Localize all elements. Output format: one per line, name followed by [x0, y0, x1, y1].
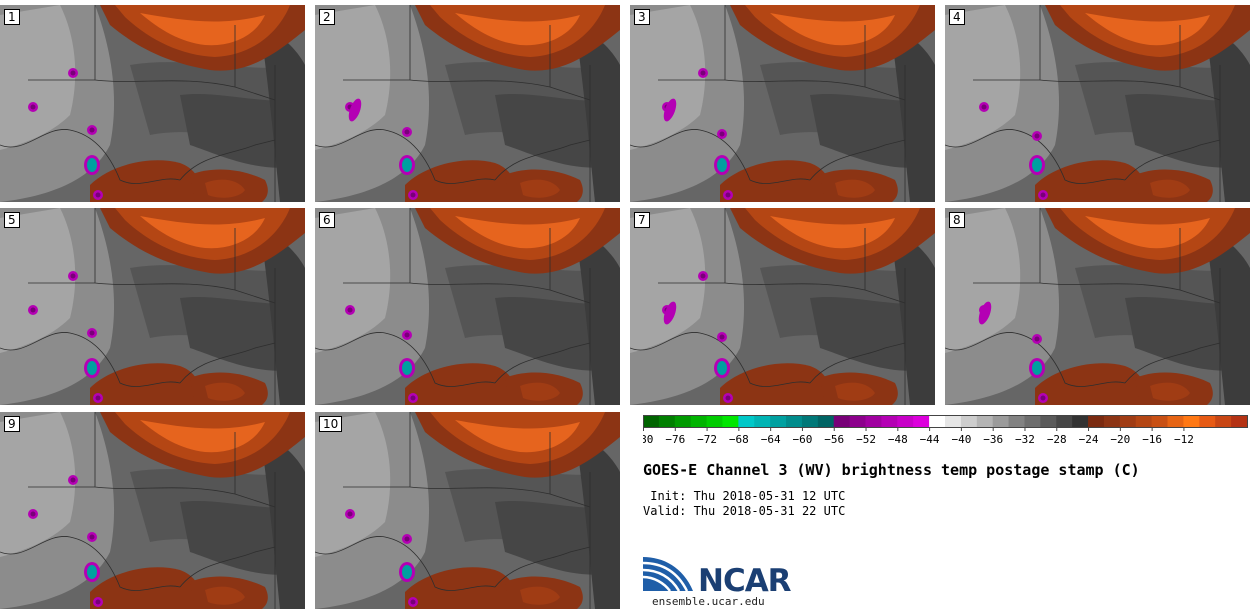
- panel-number: 4: [949, 9, 965, 25]
- colorbar-tick-label: −48: [888, 433, 908, 446]
- colorbar-swatch: [1183, 415, 1200, 427]
- colorbar-frame: [643, 415, 1248, 428]
- panel-6: 6: [315, 208, 620, 405]
- panel-number: 7: [634, 212, 650, 228]
- figure-title: GOES-E Channel 3 (WV) brightness temp po…: [643, 461, 1140, 479]
- panel-number: 10: [319, 416, 343, 432]
- colorbar-swatch: [992, 415, 1010, 427]
- colorbar-swatch: [1056, 415, 1073, 427]
- colorbar-swatch: [817, 415, 835, 427]
- panel-2: 2: [315, 5, 620, 202]
- panel-9: 9: [0, 412, 305, 609]
- colorbar-tick-label: −20: [1110, 433, 1130, 446]
- colorbar-tick-label: −36: [983, 433, 1003, 446]
- colorbar-tick-label: −56: [824, 433, 844, 446]
- wv-map: [630, 208, 935, 405]
- colorbar-swatch: [1215, 415, 1232, 427]
- colorbar-tick-label: −24: [1079, 433, 1099, 446]
- panel-5: 5: [0, 208, 305, 405]
- colorbar-swatch: [881, 415, 898, 427]
- panel-number: 5: [4, 212, 20, 228]
- colorbar-swatch: [1199, 415, 1216, 427]
- valid-time: Valid: Thu 2018-05-31 22 UTC: [643, 504, 846, 518]
- colorbar-tick-label: −52: [856, 433, 876, 446]
- colorbar-tick-label: −64: [761, 433, 781, 446]
- colorbar-swatch: [1040, 415, 1057, 427]
- colorbar-swatch: [1072, 415, 1089, 427]
- wv-map: [315, 412, 620, 609]
- wv-map: [0, 412, 305, 609]
- panel-1: 1: [0, 5, 305, 202]
- colorbar-tick-label: −32: [1015, 433, 1035, 446]
- panel-7: 7: [630, 208, 935, 405]
- colorbar-tick-label: −80: [643, 433, 653, 446]
- colorbar-swatch: [1024, 415, 1041, 427]
- wv-map: [945, 5, 1250, 202]
- colorbar-swatch: [754, 415, 771, 427]
- colorbar-swatch: [976, 415, 994, 427]
- colorbar-swatch: [1008, 415, 1025, 427]
- ncar-logo-text: NCAR: [698, 563, 792, 599]
- panel-10: 10: [315, 412, 620, 609]
- colorbar-swatch: [1103, 415, 1121, 427]
- wv-map: [0, 5, 305, 202]
- source-url[interactable]: ensemble.ucar.edu: [652, 595, 765, 608]
- panel-number: 1: [4, 9, 20, 25]
- colorbar-swatch: [658, 415, 676, 427]
- panel-number: 2: [319, 9, 335, 25]
- colorbar-swatch: [786, 415, 803, 427]
- colorbar-swatch: [722, 415, 739, 427]
- colorbar-swatch: [690, 415, 708, 427]
- wv-map: [315, 208, 620, 405]
- colorbar-tick-label: −68: [729, 433, 749, 446]
- colorbar-tick-label: −12: [1174, 433, 1194, 446]
- panel-4: 4: [945, 5, 1250, 202]
- colorbar-swatch: [674, 415, 692, 427]
- colorbar-tick-label: −44: [920, 433, 940, 446]
- colorbar-swatch: [865, 415, 882, 427]
- colorbar-swatch: [1088, 415, 1105, 427]
- colorbar-swatch: [801, 415, 819, 427]
- wv-map: [630, 5, 935, 202]
- colorbar-swatch: [1151, 415, 1169, 427]
- colorbar-swatch: [738, 415, 755, 427]
- panel-number: 6: [319, 212, 335, 228]
- panel-3: 3: [630, 5, 935, 202]
- colorbar-swatch: [1119, 415, 1137, 427]
- colorbar-swatch: [960, 415, 978, 427]
- colorbar-swatch: [643, 415, 660, 427]
- colorbar-swatch: [706, 415, 723, 427]
- colorbar-tick-label: −40: [951, 433, 971, 446]
- colorbar-tick-label: −76: [665, 433, 685, 446]
- colorbar-swatch: [1231, 415, 1248, 427]
- wv-map: [945, 208, 1250, 405]
- colorbar-tick-label: −28: [1047, 433, 1067, 446]
- colorbar-swatch: [770, 415, 787, 427]
- colorbar-swatch: [929, 415, 946, 427]
- colorbar-swatch: [1135, 415, 1153, 427]
- colorbar-swatch: [833, 415, 851, 427]
- colorbar-swatch: [897, 415, 914, 427]
- colorbar-tick-label: −16: [1142, 433, 1162, 446]
- colorbar: −80−76−72−68−64−60−56−52−48−44−40−36−32−…: [643, 415, 1248, 446]
- wv-map: [315, 5, 620, 202]
- ncar-logo-icon: [643, 553, 695, 593]
- colorbar-swatch: [849, 415, 867, 427]
- panel-number: 9: [4, 416, 20, 432]
- colorbar-tick-label: −72: [697, 433, 717, 446]
- panel-number: 8: [949, 212, 965, 228]
- wv-map: [0, 208, 305, 405]
- colorbar-tick-label: −60: [793, 433, 813, 446]
- colorbar-swatch: [913, 415, 930, 427]
- colorbar-swatch: [945, 415, 962, 427]
- panel-number: 3: [634, 9, 650, 25]
- panel-8: 8: [945, 208, 1250, 405]
- init-time: Init: Thu 2018-05-31 12 UTC: [643, 489, 846, 503]
- colorbar-swatch: [1167, 415, 1184, 427]
